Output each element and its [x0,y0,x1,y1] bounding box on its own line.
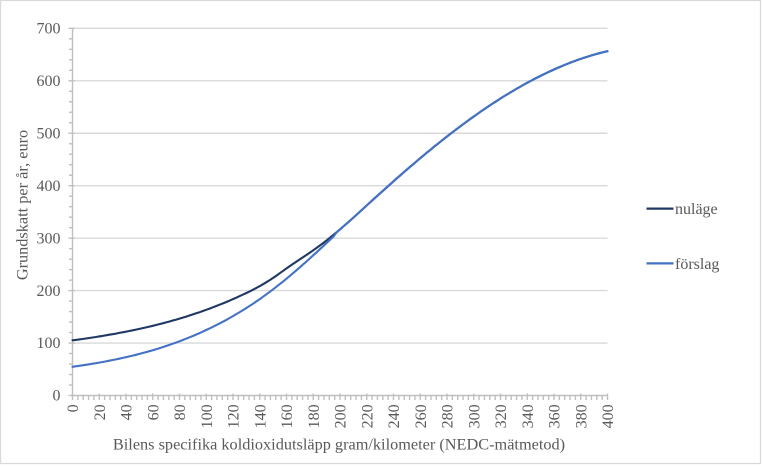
svg-text:180: 180 [306,404,323,428]
svg-text:140: 140 [252,404,269,428]
svg-text:100: 100 [199,404,216,428]
svg-text:400: 400 [37,178,61,195]
svg-text:160: 160 [279,404,296,428]
svg-text:500: 500 [37,125,61,142]
svg-text:700: 700 [37,21,61,38]
svg-text:260: 260 [413,404,430,428]
svg-text:200: 200 [37,283,61,300]
svg-text:220: 220 [359,404,376,428]
svg-text:280: 280 [440,404,457,428]
svg-text:240: 240 [386,404,403,428]
svg-text:400: 400 [600,404,617,428]
svg-text:360: 360 [547,404,564,428]
svg-text:340: 340 [520,404,537,428]
svg-text:förslag: förslag [675,256,719,273]
svg-text:300: 300 [37,230,61,247]
svg-text:nuläge: nuläge [675,201,718,218]
svg-text:80: 80 [172,404,189,420]
svg-text:40: 40 [119,404,136,420]
svg-text:320: 320 [493,404,510,428]
svg-text:380: 380 [573,404,590,428]
svg-text:600: 600 [37,73,61,90]
svg-text:300: 300 [466,404,483,428]
svg-text:0: 0 [65,404,82,412]
svg-text:120: 120 [226,404,243,428]
svg-text:0: 0 [53,388,61,405]
svg-text:Grundskatt per år, euro: Grundskatt per år, euro [13,130,32,280]
svg-text:100: 100 [37,335,61,352]
svg-text:Bilens specifika koldioxidutsl: Bilens specifika koldioxidutsläpp gram/k… [113,434,565,453]
svg-text:60: 60 [145,404,162,420]
svg-text:20: 20 [92,404,109,420]
svg-text:200: 200 [333,404,350,428]
